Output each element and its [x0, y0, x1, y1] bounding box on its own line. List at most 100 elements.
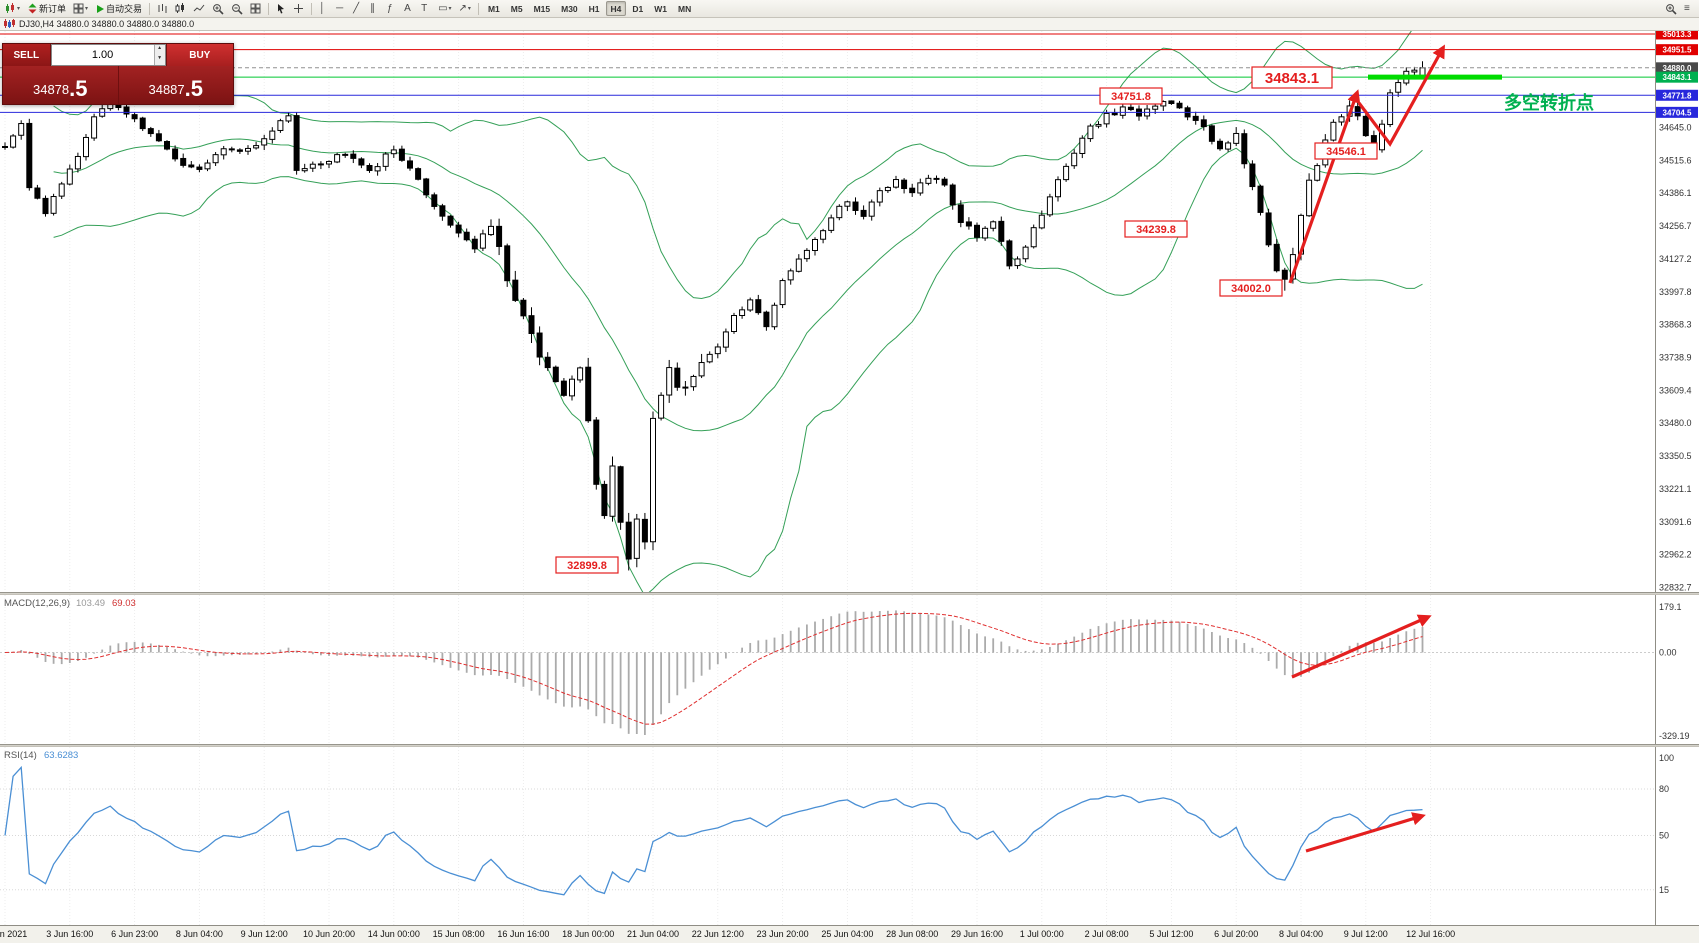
volume-stepper[interactable]: ▲ ▼	[153, 45, 165, 65]
timeframe-m1[interactable]: M1	[483, 1, 505, 16]
profiles-button[interactable]: ▾	[70, 1, 91, 16]
search-button[interactable]	[1662, 1, 1680, 16]
zoom-in-button[interactable]	[209, 1, 227, 16]
timeframe-h1[interactable]: H1	[584, 1, 605, 16]
level-lines[interactable]	[0, 33, 1655, 113]
svg-text:33221.1: 33221.1	[1659, 484, 1692, 494]
zoom-out-icon	[231, 3, 243, 15]
volume-down-icon[interactable]: ▼	[157, 55, 163, 61]
svg-text:179.1: 179.1	[1659, 602, 1682, 612]
price-annotations[interactable]: 34843.1 34751.8 34546.1 34239.8 34002.0 32899…	[555, 66, 1378, 574]
price-annotation[interactable]: 34546.1	[1314, 142, 1378, 160]
price-annotation[interactable]: 34843.1	[1251, 66, 1333, 89]
autotrading-button-label: 自动交易	[106, 4, 143, 14]
text-button[interactable]: A	[401, 1, 417, 16]
timeframe-m15-label: M15	[533, 3, 551, 14]
time-label: 29 Jun 16:00	[950, 929, 1004, 939]
chart-line-icon	[193, 3, 205, 14]
shapes-icon: ▭	[438, 2, 448, 14]
trend-arrow[interactable]	[1291, 614, 1432, 679]
timeframe-m15[interactable]: M15	[529, 1, 556, 16]
vertical-line-button[interactable]: │	[316, 1, 332, 16]
shapes-button[interactable]: ▭ ▾	[435, 1, 454, 16]
sell-button[interactable]: SELL	[3, 44, 51, 66]
macd-signal-line	[4, 612, 1423, 725]
svg-text:33350.5: 33350.5	[1659, 451, 1692, 461]
autotrading-button[interactable]: 自动交易	[92, 1, 145, 16]
toolbar: ▾ 新订单 ▾ 自动交易 │ ─ ╱ ∥ ƒ A T ▭ ▾ ↗ ▾ M1 M5 M15 M30 H1 H4 D1 W1 MN…	[0, 0, 1699, 18]
chart-area: 34843.1 34751.8 34546.1 34239.8 34002.0 32899…	[0, 31, 1699, 943]
label-button[interactable]: T	[418, 1, 434, 16]
new-order-button[interactable]: 新订单	[24, 1, 69, 16]
svg-text:0.00: 0.00	[1659, 648, 1677, 658]
volume-input[interactable]: 1.00 ▲ ▼	[50, 44, 166, 66]
chart-candles-button[interactable]	[172, 1, 189, 16]
timeframe-m5[interactable]: M5	[506, 1, 528, 16]
buy-button[interactable]: BUY	[165, 44, 233, 66]
svg-text:34002.0: 34002.0	[1231, 283, 1271, 295]
arrows-button[interactable]: ↗ ▾	[456, 1, 474, 16]
trend-arrow[interactable]	[1288, 89, 1361, 284]
channel-button[interactable]: ∥	[367, 1, 383, 16]
price-annotation[interactable]: 34002.0	[1219, 279, 1283, 297]
rsi-panel[interactable]: 100 80 50 15 RSI(14) 63.6283	[0, 747, 1699, 925]
cursor-button[interactable]	[273, 1, 289, 16]
chart-bars-button[interactable]	[154, 1, 171, 16]
macd-axis[interactable]: 179.1 0.00 -329.19	[1655, 595, 1699, 744]
timeframe-m5-label: M5	[510, 3, 523, 14]
new-chart-button[interactable]: ▾	[2, 1, 23, 16]
price-annotation[interactable]: 34751.8	[1099, 87, 1163, 105]
svg-text:80: 80	[1659, 784, 1669, 794]
timeframe-h4[interactable]: H4	[605, 1, 627, 16]
horizontal-line-button[interactable]: ─	[333, 1, 349, 16]
macd-panel[interactable]: 179.1 0.00 -329.19 MACD(12,26,9) 103.49 69…	[0, 595, 1699, 744]
window-list-button[interactable]: ≡	[1681, 1, 1697, 16]
rsi-line	[4, 765, 1423, 896]
time-label: 6 Jun 23:00	[111, 929, 159, 939]
rsi-axis[interactable]: 100 80 50 15	[1655, 747, 1699, 925]
chevron-down-icon: ▾	[467, 6, 471, 12]
price-annotation[interactable]: 34239.8	[1124, 220, 1188, 238]
zoom-in-icon	[212, 3, 224, 15]
candles	[2, 61, 1426, 571]
zoom-out-button[interactable]	[228, 1, 246, 16]
trendline-button[interactable]: ╱	[350, 1, 366, 16]
chart-bars-icon	[157, 3, 168, 14]
trend-arrow[interactable]	[1305, 812, 1426, 853]
tile-windows-button[interactable]	[247, 1, 264, 16]
timeframe-d1-label: D1	[632, 3, 644, 14]
time-axis[interactable]: 1 Jun 2021 3 Jun 16:00 6 Jun 23:00 8 Jun 04…	[0, 925, 1699, 943]
timeframe-d1[interactable]: D1	[627, 1, 648, 16]
svg-text:34951.5: 34951.5	[1663, 46, 1692, 55]
trend-arrows[interactable]	[1288, 44, 1445, 284]
price-axis[interactable]: 34645.0 34515.6 34386.1 34256.7 34127.2 33997…	[1655, 31, 1699, 592]
sell-price[interactable]: 34878.5	[3, 66, 118, 104]
svg-text:34546.1: 34546.1	[1326, 146, 1366, 158]
timeframe-mn[interactable]: MN	[673, 1, 696, 16]
grid	[4, 595, 1432, 744]
buy-price[interactable]: 34887.5	[117, 66, 234, 104]
timeframe-m1-label: M1	[487, 3, 500, 14]
volume-value[interactable]: 1.00	[91, 49, 114, 61]
panel-splitter-1[interactable]	[0, 592, 1699, 595]
time-label: 1 Jun 2021	[0, 929, 28, 939]
volume-up-icon[interactable]: ▲	[157, 45, 163, 51]
macd-signal-value: 69.03	[112, 598, 136, 609]
horizontal-line-icon: ─	[336, 2, 344, 14]
time-label: 16 Jun 16:00	[497, 929, 550, 939]
turning-point-label[interactable]: 多空转折点	[1504, 92, 1594, 113]
price-annotation[interactable]: 32899.8	[555, 556, 619, 574]
svg-text:34127.2: 34127.2	[1659, 254, 1692, 264]
price-chart[interactable]: 34843.1 34751.8 34546.1 34239.8 34002.0 32899…	[0, 31, 1699, 592]
svg-text:34515.6: 34515.6	[1659, 155, 1692, 165]
chart-line-button[interactable]	[190, 1, 208, 16]
timeframe-m30[interactable]: M30	[556, 1, 583, 16]
svg-text:34239.8: 34239.8	[1136, 224, 1176, 236]
trend-arrow[interactable]	[1357, 44, 1445, 147]
timeframe-m30-label: M30	[561, 3, 578, 14]
crosshair-button[interactable]	[290, 1, 307, 16]
fibonacci-button[interactable]: ƒ	[384, 1, 400, 16]
chart-tab-icon	[4, 19, 15, 29]
timeframe-w1[interactable]: W1	[649, 1, 672, 16]
panel-splitter-2[interactable]	[0, 744, 1699, 747]
